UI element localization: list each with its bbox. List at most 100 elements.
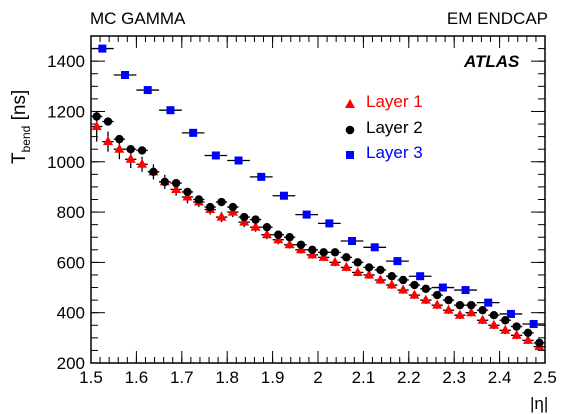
y-tick-label: 1200 (47, 102, 85, 121)
x-tick-label: 1.8 (215, 368, 239, 387)
data-point-layer-3 (506, 309, 515, 318)
data-point-layer-2 (376, 265, 385, 275)
data-point-layer-1 (103, 136, 114, 146)
y-tick-label: 800 (57, 203, 85, 222)
data-point-layer-2 (308, 245, 317, 255)
plot-frame (90, 35, 546, 364)
data-point-layer-3 (438, 283, 447, 292)
x-tick-label: 2.1 (352, 368, 376, 387)
data-point-layer-1 (386, 279, 397, 289)
data-point-layer-1 (261, 229, 272, 239)
data-point-layer-2 (126, 144, 135, 154)
x-tick-label: 1.7 (170, 368, 194, 387)
data-point-layer-2 (183, 187, 192, 197)
y-label-unit: [ns] (9, 89, 30, 121)
x-tick-label: 2.5 (533, 368, 557, 387)
data-point-layer-3 (211, 151, 220, 160)
data-point-layer-2 (444, 295, 453, 305)
x-tick-label: 1.6 (125, 368, 149, 387)
y-tick-label: 600 (57, 253, 85, 272)
y-tick-label: 200 (57, 354, 85, 373)
data-point-layer-3 (166, 106, 175, 115)
legend-marker-1 (344, 97, 356, 115)
legend-label-3: Layer 3 (366, 143, 423, 162)
data-point-layer-3 (370, 243, 379, 252)
data-point-layer-2 (478, 305, 487, 315)
data-point-layer-2 (330, 248, 340, 257)
data-point-layer-2 (285, 233, 294, 242)
data-point-layer-1 (250, 221, 261, 231)
data-point-layer-3 (143, 86, 152, 95)
legend-label-1: Layer 1 (366, 92, 423, 111)
x-tick-label: 1.9 (261, 368, 285, 387)
data-point-layer-2 (217, 197, 226, 207)
data-point-layer-3 (416, 272, 425, 281)
data-point-layer-1 (488, 319, 499, 329)
axis-ticks: 1.5 1.6 1.7 1.8 1.9 2 2.1 2.2 2.3 2.4 2.5 200 400 600… (47, 35, 557, 387)
x-tick-label: 2.3 (442, 368, 466, 387)
data-point-layer-2 (432, 290, 442, 300)
data-point-layer-2 (523, 328, 533, 338)
data-point-layer-1 (375, 274, 386, 284)
y-tick-label: 400 (57, 304, 85, 323)
data-point-layer-2 (489, 311, 499, 320)
data-point-layer-1 (91, 121, 102, 131)
data-point-layer-3 (461, 286, 470, 295)
data-point-layer-1 (341, 261, 352, 271)
data-point-layer-1 (330, 256, 341, 266)
data-point-layer-2 (467, 300, 476, 310)
x-axis-label: |η| (530, 394, 549, 413)
data-point-layer-1 (420, 294, 431, 304)
top-right-label: EM ENDCAP (446, 9, 548, 28)
atlas-logo-text: ATLAS (464, 52, 520, 71)
data-point-layer-3 (234, 156, 243, 165)
data-point-layer-3 (98, 44, 107, 53)
data-point-layer-3 (529, 320, 538, 329)
data-point-layer-1 (398, 284, 409, 294)
data-point-layer-1 (477, 314, 488, 324)
data-point-layer-1 (137, 158, 148, 168)
data-point-layer-2 (364, 263, 374, 272)
legend-marker-3 (344, 148, 356, 166)
data-point-layer-2 (137, 146, 147, 155)
data-point-layer-1 (114, 143, 125, 153)
x-tick-label: 2 (313, 368, 322, 387)
data-point-layer-2 (387, 272, 396, 281)
data-point-layer-1 (466, 307, 477, 317)
x-tick-label: 2.4 (488, 368, 512, 387)
data-point-layer-1 (443, 304, 454, 314)
data-point-layer-2 (535, 338, 544, 348)
legend-marker-2 (344, 123, 356, 141)
top-left-label: MC GAMMA (90, 9, 186, 28)
data-point-layer-3 (484, 298, 493, 307)
y-tick-label: 1000 (47, 153, 85, 172)
data-point-layer-2 (160, 177, 169, 187)
y-axis-label: Tbend [ns] (9, 90, 33, 164)
legend-label-2: Layer 2 (366, 118, 423, 137)
data-point-layer-3 (325, 219, 334, 228)
data-point-layer-2 (92, 112, 101, 121)
data-point-layer-2 (421, 284, 431, 293)
data-point-layer-2 (410, 280, 419, 290)
y-label-sub: bend (18, 125, 33, 153)
data-point-layer-2 (194, 195, 204, 204)
y-tick-label: 1400 (47, 52, 85, 71)
data-point-layer-2 (262, 222, 272, 232)
data-point-layer-2 (274, 230, 283, 239)
data-point-layer-2 (240, 212, 249, 222)
data-marks (91, 44, 545, 351)
data-point-layer-1 (409, 289, 420, 299)
data-point-layer-1 (454, 309, 465, 319)
data-point-layer-2 (115, 134, 124, 144)
data-point-layer-2 (296, 240, 306, 249)
data-point-layer-2 (319, 248, 328, 257)
data-point-layer-2 (353, 258, 362, 267)
y-label-main: T (9, 152, 30, 164)
data-point-layer-3 (393, 257, 402, 266)
data-point-layer-3 (279, 191, 288, 200)
data-point-layer-3 (348, 237, 357, 246)
data-point-layer-3 (302, 210, 311, 219)
data-point-layer-2 (149, 167, 158, 177)
data-point-layer-1 (125, 153, 136, 163)
